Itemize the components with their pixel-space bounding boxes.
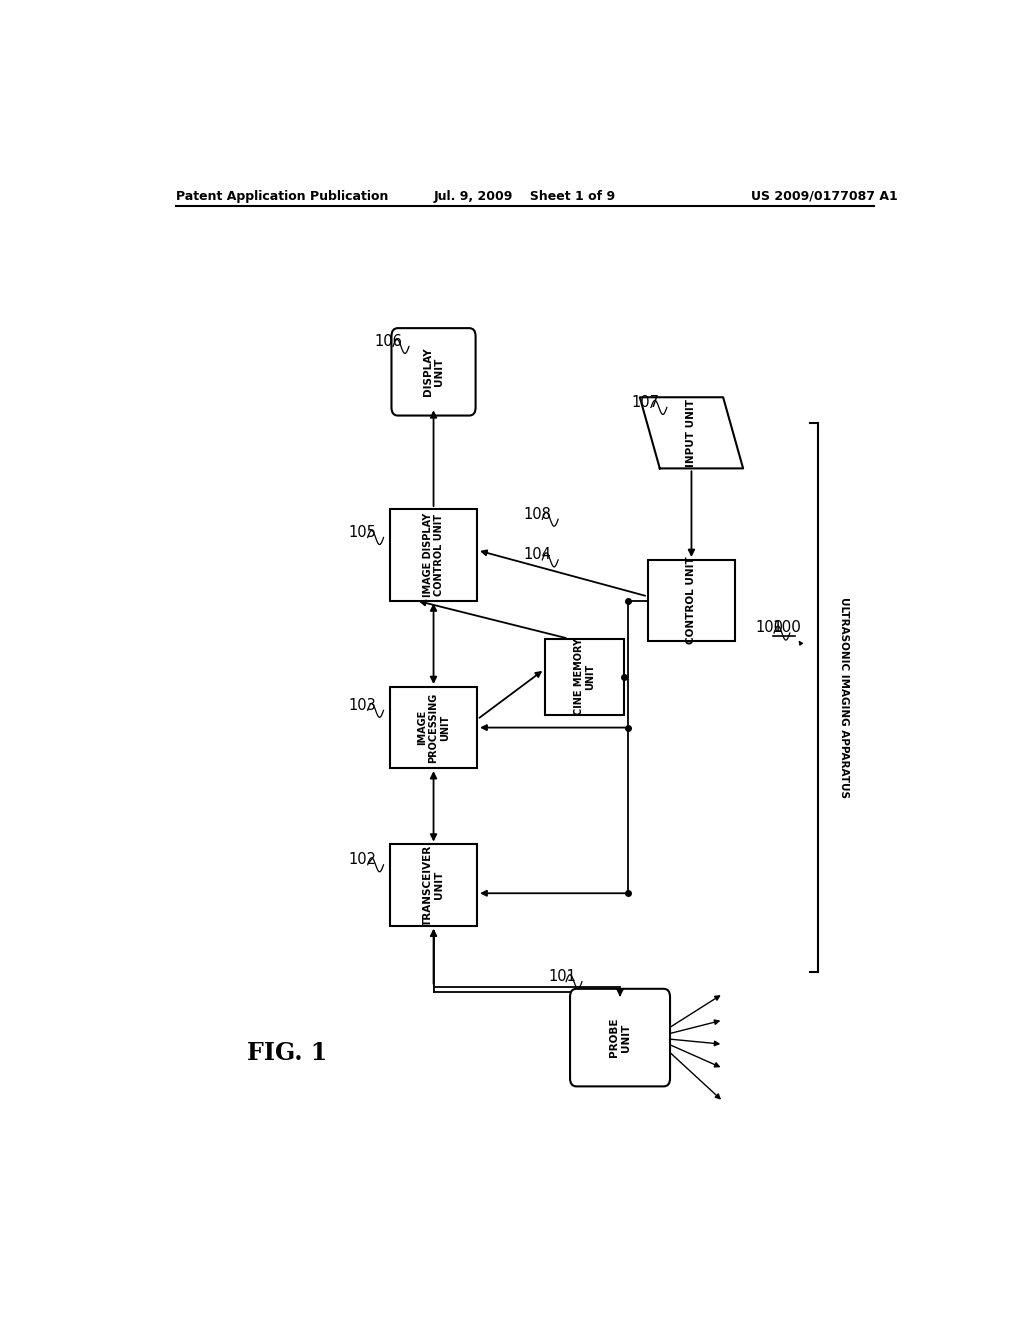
Text: TRANSCEIVER
UNIT: TRANSCEIVER UNIT [423,845,444,925]
Text: 106: 106 [374,334,401,348]
Text: Jul. 9, 2009    Sheet 1 of 9: Jul. 9, 2009 Sheet 1 of 9 [434,190,615,202]
Text: Patent Application Publication: Patent Application Publication [176,190,388,202]
Text: 102: 102 [348,853,377,867]
Text: 104: 104 [523,548,551,562]
Text: ULTRASONIC IMAGING APPARATUS: ULTRASONIC IMAGING APPARATUS [839,597,849,797]
FancyBboxPatch shape [648,560,735,642]
Text: INPUT UNIT: INPUT UNIT [686,399,696,467]
Text: CONTROL UNIT: CONTROL UNIT [686,557,696,644]
Text: IMAGE DISPLAY
CONTROL UNIT: IMAGE DISPLAY CONTROL UNIT [423,512,444,597]
Text: PROBE
UNIT: PROBE UNIT [609,1018,631,1057]
Text: DISPLAY
UNIT: DISPLAY UNIT [423,347,444,396]
FancyBboxPatch shape [391,329,475,416]
Polygon shape [640,397,743,469]
FancyBboxPatch shape [545,639,624,715]
Text: 108: 108 [523,507,551,521]
FancyBboxPatch shape [390,845,477,925]
FancyBboxPatch shape [390,510,477,601]
Text: 100: 100 [755,620,783,635]
Text: FIG. 1: FIG. 1 [247,1041,328,1065]
Text: 103: 103 [348,698,377,713]
FancyBboxPatch shape [570,989,670,1086]
Text: 107: 107 [632,395,659,409]
Text: 101: 101 [549,969,577,985]
FancyBboxPatch shape [390,686,477,768]
Text: IMAGE
PROCESSING
UNIT: IMAGE PROCESSING UNIT [417,693,451,763]
Text: 100: 100 [772,620,801,635]
Text: US 2009/0177087 A1: US 2009/0177087 A1 [751,190,898,202]
Text: 105: 105 [348,525,377,540]
Text: CINE MEMORY
UNIT: CINE MEMORY UNIT [573,639,595,715]
